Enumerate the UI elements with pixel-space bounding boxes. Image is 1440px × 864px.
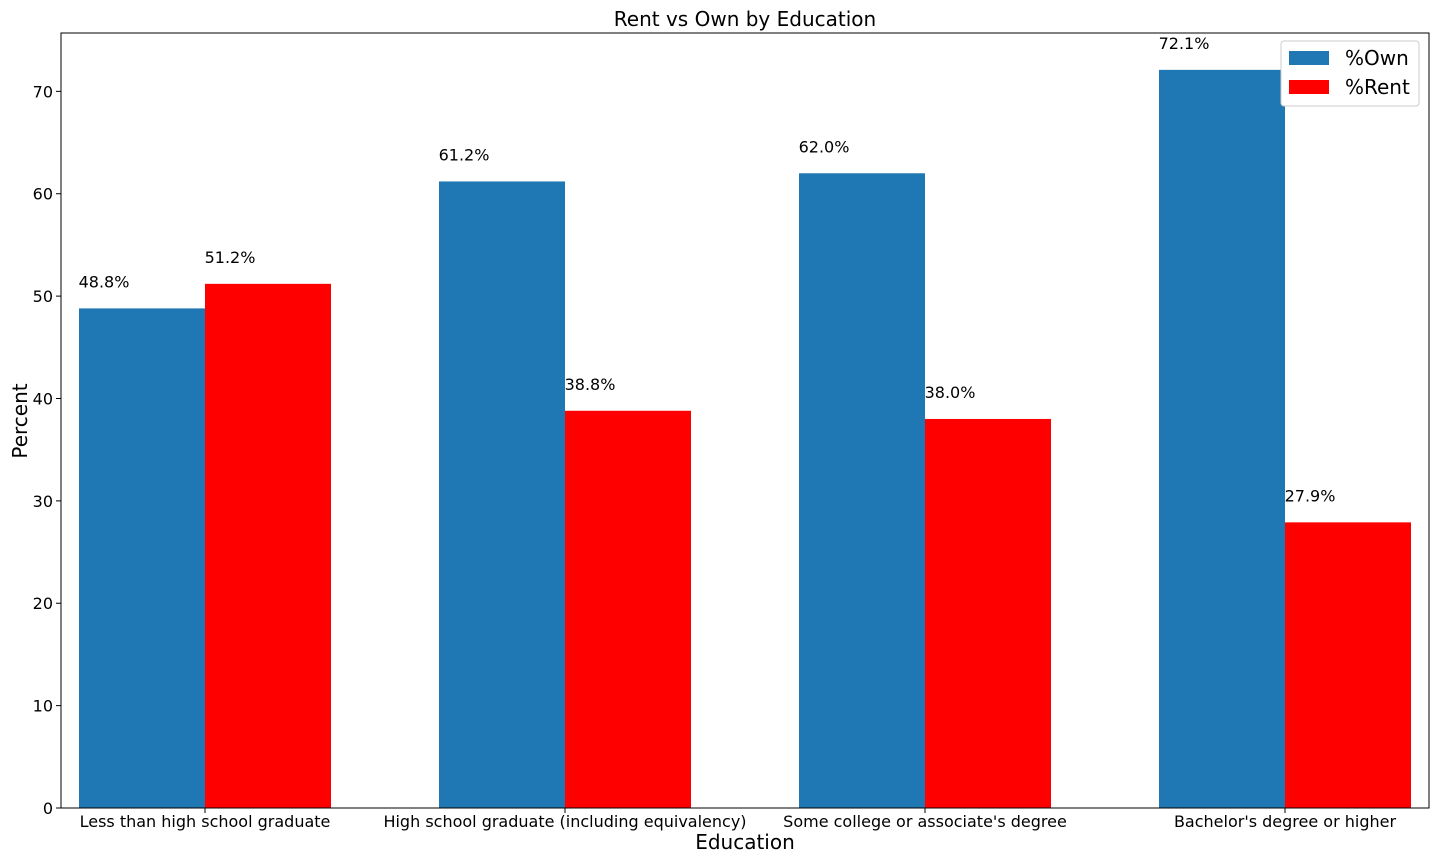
legend-swatch-own — [1289, 51, 1329, 65]
x-tick-label: High school graduate (including equivale… — [383, 812, 746, 831]
bar-rent-3 — [925, 418, 1051, 808]
legend-label-own: %Own — [1345, 46, 1409, 70]
x-tick-label: Bachelor's degree or higher — [1174, 812, 1397, 831]
y-tick-label: 40 — [33, 389, 53, 408]
value-label-rent-1: 51.2% — [205, 248, 256, 267]
y-axis-label: Percent — [8, 383, 32, 458]
bar-own-1 — [79, 308, 205, 808]
x-tick-label: Less than high school graduate — [80, 812, 331, 831]
value-label-own-4: 72.1% — [1159, 34, 1210, 53]
y-tick-label: 20 — [33, 594, 53, 613]
x-tick-label: Some college or associate's degree — [783, 812, 1067, 831]
legend-swatch-rent — [1289, 80, 1329, 94]
value-labels-layer: 48.8% 61.2% 62.0% 72.1% 51.2% 38.8% 38.0% 27.9% — [79, 34, 1336, 506]
y-tick-label: 30 — [33, 492, 53, 511]
bar-rent-2 — [565, 410, 691, 808]
y-tick-label: 0 — [43, 799, 53, 818]
value-label-rent-3: 38.0% — [925, 383, 976, 402]
value-label-own-3: 62.0% — [799, 137, 850, 156]
value-label-own-2: 61.2% — [439, 145, 490, 164]
y-tick-label: 10 — [33, 697, 53, 716]
bar-own-3 — [799, 173, 925, 808]
y-tick-label: 50 — [33, 287, 53, 306]
value-label-rent-4: 27.9% — [1285, 486, 1336, 505]
legend: %Own %Rent — [1280, 40, 1420, 107]
bar-rent-1 — [205, 283, 331, 809]
y-axis: 0 10 20 30 40 50 60 70 — [33, 82, 61, 818]
x-axis-label: Education — [695, 830, 795, 854]
bar-own-2 — [439, 181, 565, 808]
chart-title: Rent vs Own by Education — [614, 7, 876, 31]
value-label-own-1: 48.8% — [79, 272, 130, 291]
bars-layer — [79, 69, 1411, 809]
y-tick-label: 60 — [33, 185, 53, 204]
x-axis: Less than high school graduate High schoo… — [80, 808, 1397, 831]
plot-frame — [60, 32, 1430, 809]
bar-own-4 — [1159, 69, 1285, 809]
y-tick-label: 70 — [33, 82, 53, 101]
value-label-rent-2: 38.8% — [565, 375, 616, 394]
legend-label-rent: %Rent — [1345, 75, 1410, 99]
bar-rent-4 — [1285, 522, 1411, 808]
